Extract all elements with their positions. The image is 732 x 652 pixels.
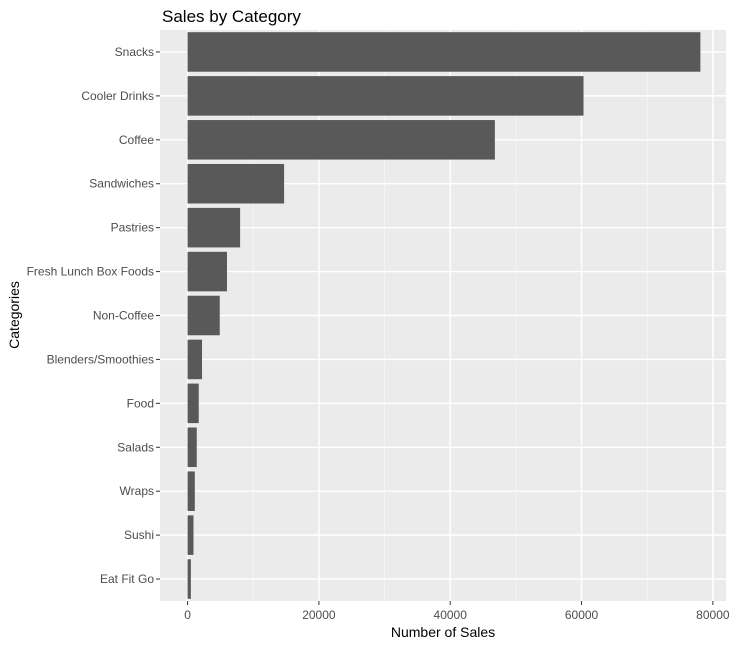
y-tick-label: Non-Coffee <box>93 309 154 323</box>
y-tick-label: Snacks <box>115 45 154 59</box>
bar-salads <box>187 427 197 468</box>
bar-food <box>187 383 199 424</box>
x-tick-label: 0 <box>184 608 191 622</box>
x-axis-title: Number of Sales <box>391 624 495 640</box>
bar-cooler-drinks <box>187 76 584 116</box>
bar-snacks <box>187 32 701 72</box>
chart-title: Sales by Category <box>162 7 301 26</box>
y-tick-label: Blenders/Smoothies <box>47 352 154 366</box>
bar-sushi <box>187 515 194 555</box>
bar-blenders-smoothies <box>187 339 203 380</box>
y-axis: Snacks Cooler Drinks Coffee Sandwiches Pastr… <box>27 45 160 586</box>
y-tick-label: Cooler Drinks <box>81 89 154 103</box>
x-tick-label: 60000 <box>565 608 599 622</box>
x-tick-label: 80000 <box>696 608 730 622</box>
y-tick-label: Salads <box>117 440 154 454</box>
bar-coffee <box>187 120 495 160</box>
x-tick-label: 20000 <box>302 608 336 622</box>
bar-non-coffee <box>187 295 220 336</box>
y-tick-label: Pastries <box>111 221 154 235</box>
x-tick-label: 40000 <box>434 608 468 622</box>
bar-pastries <box>187 207 241 248</box>
y-tick-label: Sandwiches <box>89 177 154 191</box>
bar-wraps <box>187 471 195 511</box>
y-tick-label: Eat Fit Go <box>100 572 154 586</box>
y-tick-label: Food <box>127 396 154 410</box>
y-tick-label: Sushi <box>124 528 154 542</box>
y-tick-label: Wraps <box>120 484 154 498</box>
y-axis-title: Categories <box>6 281 22 349</box>
bar-fresh-lunch-box-foods <box>187 251 227 292</box>
bar-sandwiches <box>187 163 285 204</box>
y-tick-label: Coffee <box>119 133 154 147</box>
bar-eat-fit-go <box>187 559 191 599</box>
y-tick-label: Fresh Lunch Box Foods <box>27 265 154 279</box>
bars <box>187 32 701 599</box>
x-axis: 0 20000 40000 60000 80000 <box>184 601 730 622</box>
